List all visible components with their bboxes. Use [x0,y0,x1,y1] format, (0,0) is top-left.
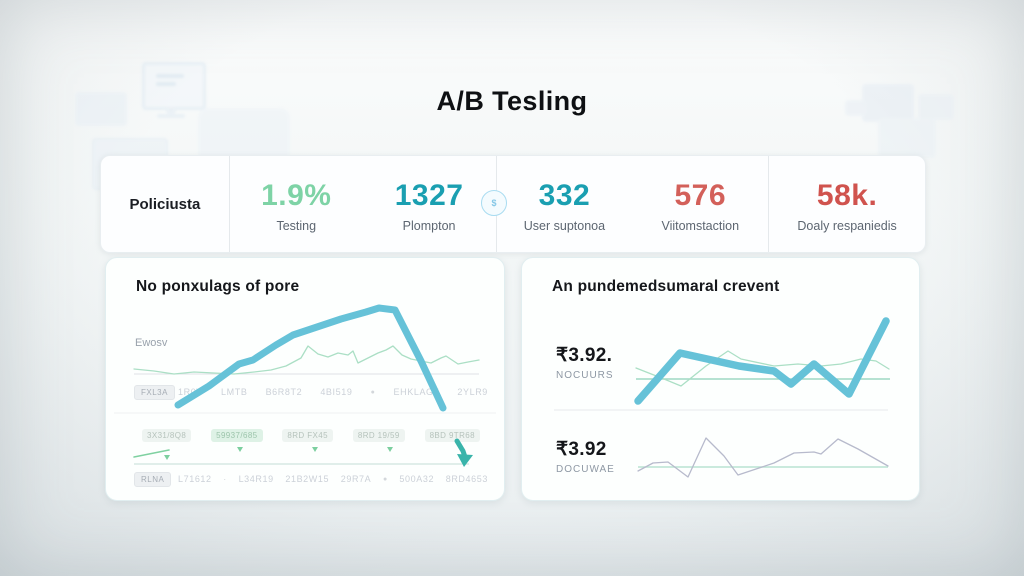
metric-value: ₹3.92. [556,345,613,366]
stat-label: Plompton [402,219,456,233]
filter-pill[interactable]: 8BD 9TR68 [424,429,480,442]
tick-label: EHKLAG7 [393,387,440,397]
tick-label: 2YLR9 [457,387,488,397]
tick-label: LMTB [221,387,248,397]
tick-label: B6R8T2 [265,387,303,397]
metric-value: ₹3.92 [556,439,607,460]
filter-pill[interactable]: 3X31/8Q8 [142,429,192,442]
stat-item-plompton: 1327 Plompton [363,156,496,252]
card-title: No ponxulags of pore [136,278,300,295]
card-title: An pundemedsumaral crevent [552,278,780,295]
stat-label: User suptonoa [523,219,606,233]
filter-pill[interactable]: RLNA [134,472,172,487]
dot-icon: ● [382,475,388,483]
metric-label: NOCUURS [556,370,614,381]
down-arrow-icon [237,447,243,452]
page-title: A/B Tesling [436,86,588,116]
trend-arrow-head [457,454,473,467]
metric-label: DOCUWAE [556,464,615,475]
stat-value: 58k. [816,179,878,212]
down-arrow-icon [387,447,393,452]
stat-group-2: 332 User suptonoa 576 Viitomstaction [497,156,770,252]
filter-pill[interactable]: FXL3A [134,385,175,400]
tick-label: 4BI519 [320,387,353,397]
down-arrow-icon [312,447,318,452]
comparison-trend-line [133,345,480,375]
tick-label: 8RD4653 [445,474,488,484]
tick-row-2: 3X31/8Q8 59937/685 8RD FX45 8RD 19/59 8B… [142,429,480,442]
chart-card-right: An pundemedsumaral crevent ₹3.92. NOCUUR… [521,257,920,501]
tick-row-1: 1R0V LMTB B6R8T2 4BI519 ● EHKLAG7 2YLR9 [178,387,488,397]
stat-group-3: 58k. Doaly respaniedis [769,156,925,252]
secondary-trend-line [637,437,889,478]
stat-item-doaly-respaniedis: 58k. Doaly respaniedis [769,156,925,252]
down-arrow-icon [164,455,170,460]
stat-item-viitomstaction: 576 Viitomstaction [632,156,768,252]
decorative-illustration-right [820,60,1020,180]
stat-label: Doaly respaniedis [797,219,897,233]
filter-pill[interactable]: 59937/685 [211,429,263,442]
dot-icon: ● [370,388,376,396]
comparison-trend-line [635,350,890,387]
tick-label: 29R7A [340,474,372,484]
tick-label: 500A32 [399,474,435,484]
stat-value: 332 [538,179,591,212]
stat-label: Viitomstaction [661,219,740,233]
primary-trend-line [634,317,890,405]
stat-value: 1.9% [261,179,332,212]
tick-label: 1R0V [178,387,203,397]
tick-label: L71612 [178,474,212,484]
coin-icon: $ [481,190,507,216]
tick-row-3: L71612 · L34R19 21B2W15 29R7A ● 500A32 8… [178,474,488,484]
stats-bar: Policiusta 1.9% Testing 1327 Plompton 33… [100,155,926,253]
trend-arrow-icon [454,438,468,460]
filter-pill[interactable]: 8RD 19/59 [352,429,405,442]
tick-label: 21B2W15 [285,474,330,484]
series-label: Ewosv [135,337,168,349]
tick-label: L34R19 [238,474,274,484]
stats-title: Policiusta [101,156,230,252]
stat-item-user-suptonoa: 332 User suptonoa [497,156,633,252]
stat-value: 576 [674,179,727,212]
stat-item-testing: 1.9% Testing [230,156,363,252]
stat-value: 1327 [394,179,464,212]
filter-pill[interactable]: 8RD FX45 [282,429,333,442]
chart-card-left: No ponxulags of pore Ewosv FXL3A 1R0V LM… [105,257,505,501]
dot-icon: · [223,474,227,484]
stat-label: Testing [276,219,317,233]
stat-group-1: 1.9% Testing 1327 Plompton [230,156,497,252]
